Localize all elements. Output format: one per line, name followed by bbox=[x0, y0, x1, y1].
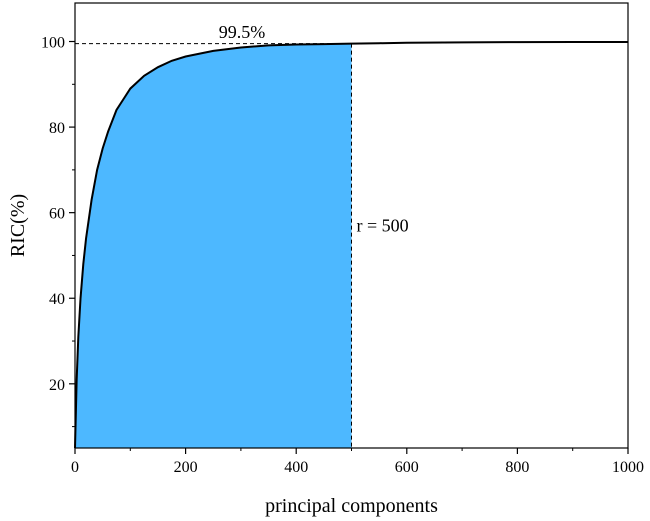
y-tick-label: 80 bbox=[49, 120, 65, 137]
y-tick-label: 20 bbox=[49, 377, 65, 394]
series-line bbox=[74, 40, 628, 449]
y-axis: 20 40 60 80 100 bbox=[41, 35, 75, 428]
x-tick-label: 200 bbox=[174, 459, 198, 476]
area-fill bbox=[75, 43, 352, 449]
y-tick-label: 60 bbox=[49, 206, 65, 223]
annotation-percent: 99.5% bbox=[219, 22, 266, 42]
y-tick-label: 100 bbox=[41, 35, 65, 52]
y-tick-label: 40 bbox=[49, 291, 65, 308]
x-tick-label: 0 bbox=[71, 459, 79, 476]
x-tick-label: 600 bbox=[395, 459, 419, 476]
plot-area bbox=[74, 40, 628, 449]
y-axis-title: RIC(%) bbox=[7, 194, 29, 257]
x-axis: 0 200 400 600 800 1000 bbox=[71, 448, 644, 476]
annotation-r: r = 500 bbox=[357, 216, 409, 236]
x-tick-label: 400 bbox=[284, 459, 308, 476]
x-tick-label: 1000 bbox=[612, 459, 644, 476]
x-axis-title: principal components bbox=[265, 495, 438, 517]
x-tick-label: 800 bbox=[505, 459, 529, 476]
